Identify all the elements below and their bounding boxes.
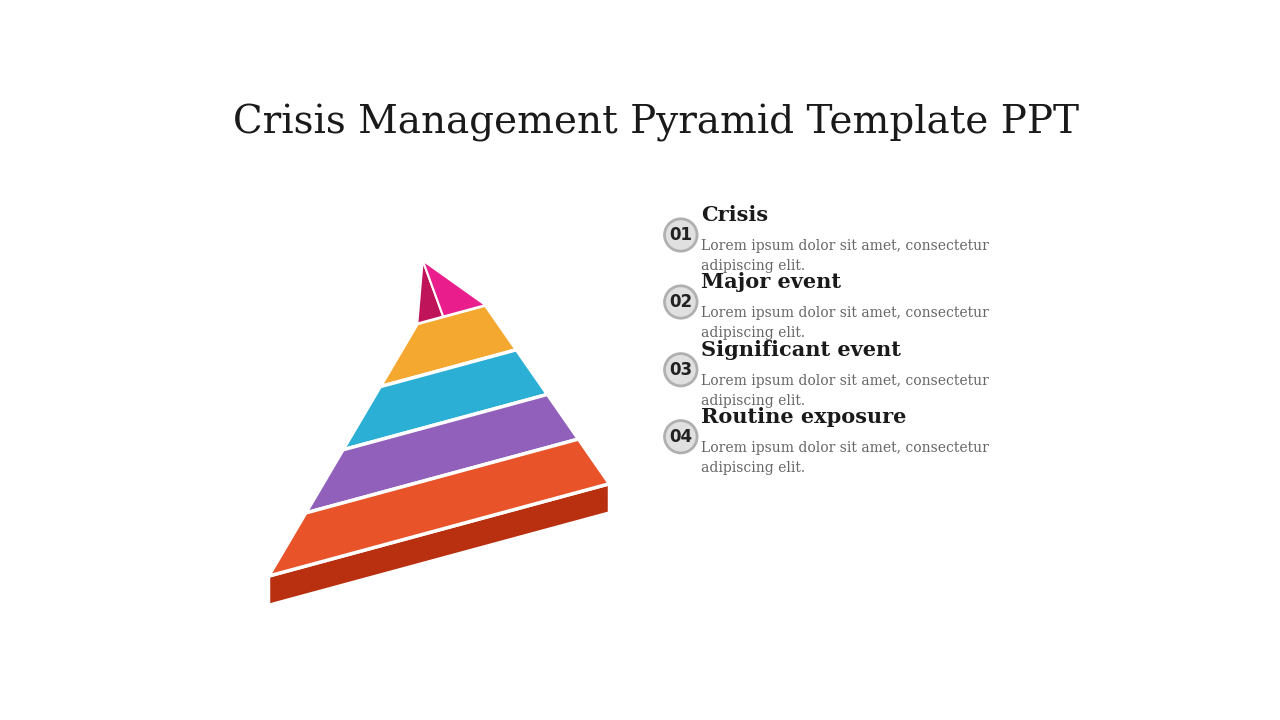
Polygon shape <box>269 484 609 606</box>
Text: Lorem ipsum dolor sit amet, consectetur
adipiscing elit.: Lorem ipsum dolor sit amet, consectetur … <box>701 239 989 274</box>
Polygon shape <box>343 350 548 450</box>
Circle shape <box>664 286 698 318</box>
Polygon shape <box>380 350 517 400</box>
Polygon shape <box>343 395 548 467</box>
Polygon shape <box>306 395 579 513</box>
Text: Crisis Management Pyramid Template PPT: Crisis Management Pyramid Template PPT <box>233 104 1079 143</box>
Polygon shape <box>306 439 579 534</box>
Polygon shape <box>380 305 517 387</box>
Circle shape <box>664 420 698 453</box>
Text: Lorem ipsum dolor sit amet, consectetur
adipiscing elit.: Lorem ipsum dolor sit amet, consectetur … <box>701 374 989 408</box>
Polygon shape <box>417 261 443 323</box>
Text: 02: 02 <box>669 293 692 311</box>
Text: Significant event: Significant event <box>701 340 901 360</box>
Circle shape <box>664 219 698 251</box>
Text: 03: 03 <box>669 361 692 379</box>
Circle shape <box>664 354 698 386</box>
Text: Routine exposure: Routine exposure <box>701 407 906 427</box>
Text: 04: 04 <box>669 428 692 446</box>
Text: Major event: Major event <box>701 272 841 292</box>
Polygon shape <box>269 439 609 576</box>
Text: Lorem ipsum dolor sit amet, consectetur
adipiscing elit.: Lorem ipsum dolor sit amet, consectetur … <box>701 306 989 341</box>
Polygon shape <box>422 261 485 317</box>
Text: 01: 01 <box>669 226 692 244</box>
Text: Crisis: Crisis <box>701 205 768 225</box>
Text: Lorem ipsum dolor sit amet, consectetur
adipiscing elit.: Lorem ipsum dolor sit amet, consectetur … <box>701 441 989 475</box>
